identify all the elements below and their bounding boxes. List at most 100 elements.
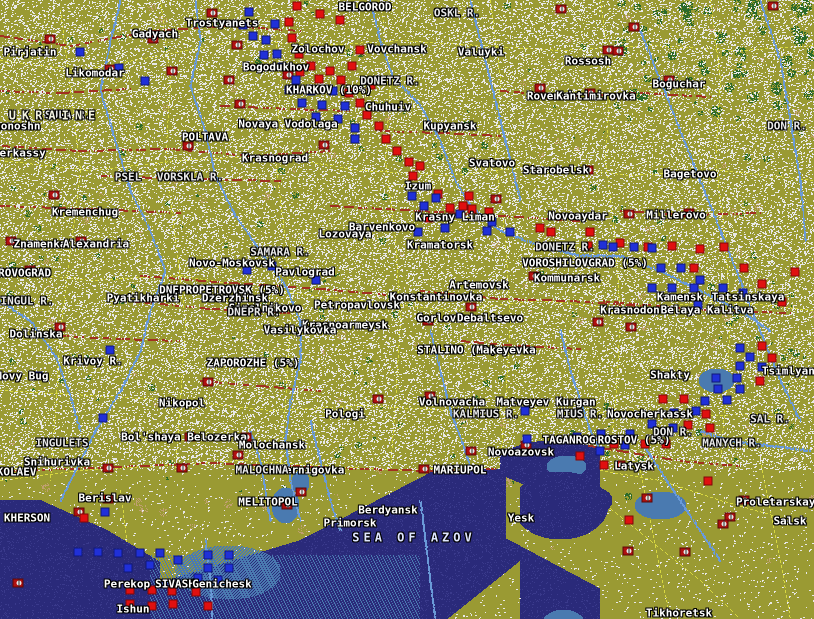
city-flag-marker[interactable] bbox=[628, 22, 640, 32]
axis-unit-counter[interactable] bbox=[270, 19, 280, 29]
axis-unit-counter[interactable] bbox=[431, 193, 441, 203]
soviet-unit-counter[interactable] bbox=[683, 420, 693, 430]
city-flag-marker[interactable] bbox=[223, 75, 235, 85]
axis-unit-counter[interactable] bbox=[647, 243, 657, 253]
city-flag-marker[interactable] bbox=[534, 83, 546, 93]
axis-unit-counter[interactable] bbox=[277, 62, 287, 72]
soviet-unit-counter[interactable] bbox=[314, 74, 324, 84]
city-flag-marker[interactable] bbox=[767, 1, 779, 11]
soviet-unit-counter[interactable] bbox=[125, 585, 135, 595]
soviet-unit-counter[interactable] bbox=[705, 423, 715, 433]
city-flag-marker[interactable] bbox=[738, 495, 750, 505]
soviet-unit-counter[interactable] bbox=[355, 98, 365, 108]
axis-unit-counter[interactable] bbox=[676, 263, 686, 273]
city-flag-marker[interactable] bbox=[424, 391, 436, 401]
soviet-unit-counter[interactable] bbox=[362, 110, 372, 120]
axis-unit-counter[interactable] bbox=[340, 101, 350, 111]
axis-unit-counter[interactable] bbox=[596, 429, 606, 439]
soviet-unit-counter[interactable] bbox=[624, 515, 634, 525]
city-flag-marker[interactable] bbox=[206, 8, 218, 18]
city-flag-marker[interactable] bbox=[184, 432, 196, 442]
axis-unit-counter[interactable] bbox=[487, 217, 497, 227]
axis-unit-counter[interactable] bbox=[242, 265, 252, 275]
axis-unit-counter[interactable] bbox=[284, 85, 294, 95]
soviet-unit-counter[interactable] bbox=[424, 213, 434, 223]
city-flag-marker[interactable] bbox=[465, 446, 477, 456]
soviet-unit-counter[interactable] bbox=[464, 191, 474, 201]
soviet-unit-counter[interactable] bbox=[366, 80, 376, 90]
soviet-unit-counter[interactable] bbox=[344, 88, 354, 98]
axis-unit-counter[interactable] bbox=[73, 547, 83, 557]
city-flag-marker[interactable] bbox=[147, 34, 159, 44]
soviet-unit-counter[interactable] bbox=[167, 586, 177, 596]
axis-unit-counter[interactable] bbox=[735, 384, 745, 394]
soviet-unit-counter[interactable] bbox=[790, 267, 800, 277]
soviet-unit-counter[interactable] bbox=[757, 279, 767, 289]
soviet-unit-counter[interactable] bbox=[546, 227, 556, 237]
axis-unit-counter[interactable] bbox=[757, 362, 767, 372]
axis-unit-counter[interactable] bbox=[261, 35, 271, 45]
soviet-unit-counter[interactable] bbox=[695, 244, 705, 254]
soviet-unit-counter[interactable] bbox=[667, 241, 677, 251]
soviet-unit-counter[interactable] bbox=[640, 439, 650, 449]
soviet-unit-counter[interactable] bbox=[767, 353, 777, 363]
soviet-unit-counter[interactable] bbox=[287, 33, 297, 43]
city-flag-marker[interactable] bbox=[54, 322, 66, 332]
city-flag-marker[interactable] bbox=[418, 464, 430, 474]
city-flag-marker[interactable] bbox=[683, 208, 695, 218]
axis-unit-counter[interactable] bbox=[608, 242, 618, 252]
soviet-unit-counter[interactable] bbox=[374, 121, 384, 131]
axis-unit-counter[interactable] bbox=[203, 550, 213, 560]
city-flag-marker[interactable] bbox=[584, 88, 596, 98]
soviet-unit-counter[interactable] bbox=[292, 1, 302, 11]
city-flag-marker[interactable] bbox=[176, 463, 188, 473]
city-flag-marker[interactable] bbox=[465, 302, 477, 312]
soviet-unit-counter[interactable] bbox=[203, 601, 213, 611]
city-flag-marker[interactable] bbox=[623, 209, 635, 219]
soviet-unit-counter[interactable] bbox=[445, 203, 455, 213]
soviet-unit-counter[interactable] bbox=[168, 599, 178, 609]
soviet-unit-counter[interactable] bbox=[325, 66, 335, 76]
axis-unit-counter[interactable] bbox=[317, 100, 327, 110]
city-flag-marker[interactable] bbox=[75, 236, 87, 246]
axis-unit-counter[interactable] bbox=[350, 123, 360, 133]
axis-unit-counter[interactable] bbox=[413, 227, 423, 237]
axis-unit-counter[interactable] bbox=[333, 114, 343, 124]
axis-unit-counter[interactable] bbox=[193, 573, 203, 583]
axis-unit-counter[interactable] bbox=[522, 434, 532, 444]
axis-unit-counter[interactable] bbox=[203, 563, 213, 573]
axis-unit-counter[interactable] bbox=[350, 134, 360, 144]
city-flag-marker[interactable] bbox=[528, 271, 540, 281]
city-flag-marker[interactable] bbox=[24, 265, 36, 275]
axis-unit-counter[interactable] bbox=[711, 373, 721, 383]
soviet-unit-counter[interactable] bbox=[484, 207, 494, 217]
city-flag-marker[interactable] bbox=[48, 190, 60, 200]
soviet-unit-counter[interactable] bbox=[755, 376, 765, 386]
city-flag-marker[interactable] bbox=[232, 450, 244, 460]
axis-unit-counter[interactable] bbox=[105, 345, 115, 355]
soviet-unit-counter[interactable] bbox=[125, 599, 135, 609]
axis-unit-counter[interactable] bbox=[113, 548, 123, 558]
axis-unit-counter[interactable] bbox=[297, 98, 307, 108]
city-flag-marker[interactable] bbox=[622, 546, 634, 556]
axis-unit-counter[interactable] bbox=[738, 288, 748, 298]
axis-unit-counter[interactable] bbox=[98, 413, 108, 423]
axis-unit-counter[interactable] bbox=[272, 49, 282, 59]
city-flag-marker[interactable] bbox=[182, 141, 194, 151]
city-flag-marker[interactable] bbox=[295, 487, 307, 497]
soviet-unit-counter[interactable] bbox=[355, 45, 365, 55]
city-flag-marker[interactable] bbox=[625, 322, 637, 332]
axis-unit-counter[interactable] bbox=[629, 242, 639, 252]
soviet-unit-counter[interactable] bbox=[703, 476, 713, 486]
axis-unit-counter[interactable] bbox=[598, 240, 608, 250]
axis-unit-counter[interactable] bbox=[291, 75, 301, 85]
soviet-unit-counter[interactable] bbox=[392, 146, 402, 156]
soviet-unit-counter[interactable] bbox=[147, 601, 157, 611]
city-flag-marker[interactable] bbox=[44, 34, 56, 44]
soviet-unit-counter[interactable] bbox=[408, 171, 418, 181]
axis-unit-counter[interactable] bbox=[259, 50, 269, 60]
axis-unit-counter[interactable] bbox=[306, 86, 316, 96]
axis-unit-counter[interactable] bbox=[311, 112, 321, 122]
axis-unit-counter[interactable] bbox=[713, 384, 723, 394]
